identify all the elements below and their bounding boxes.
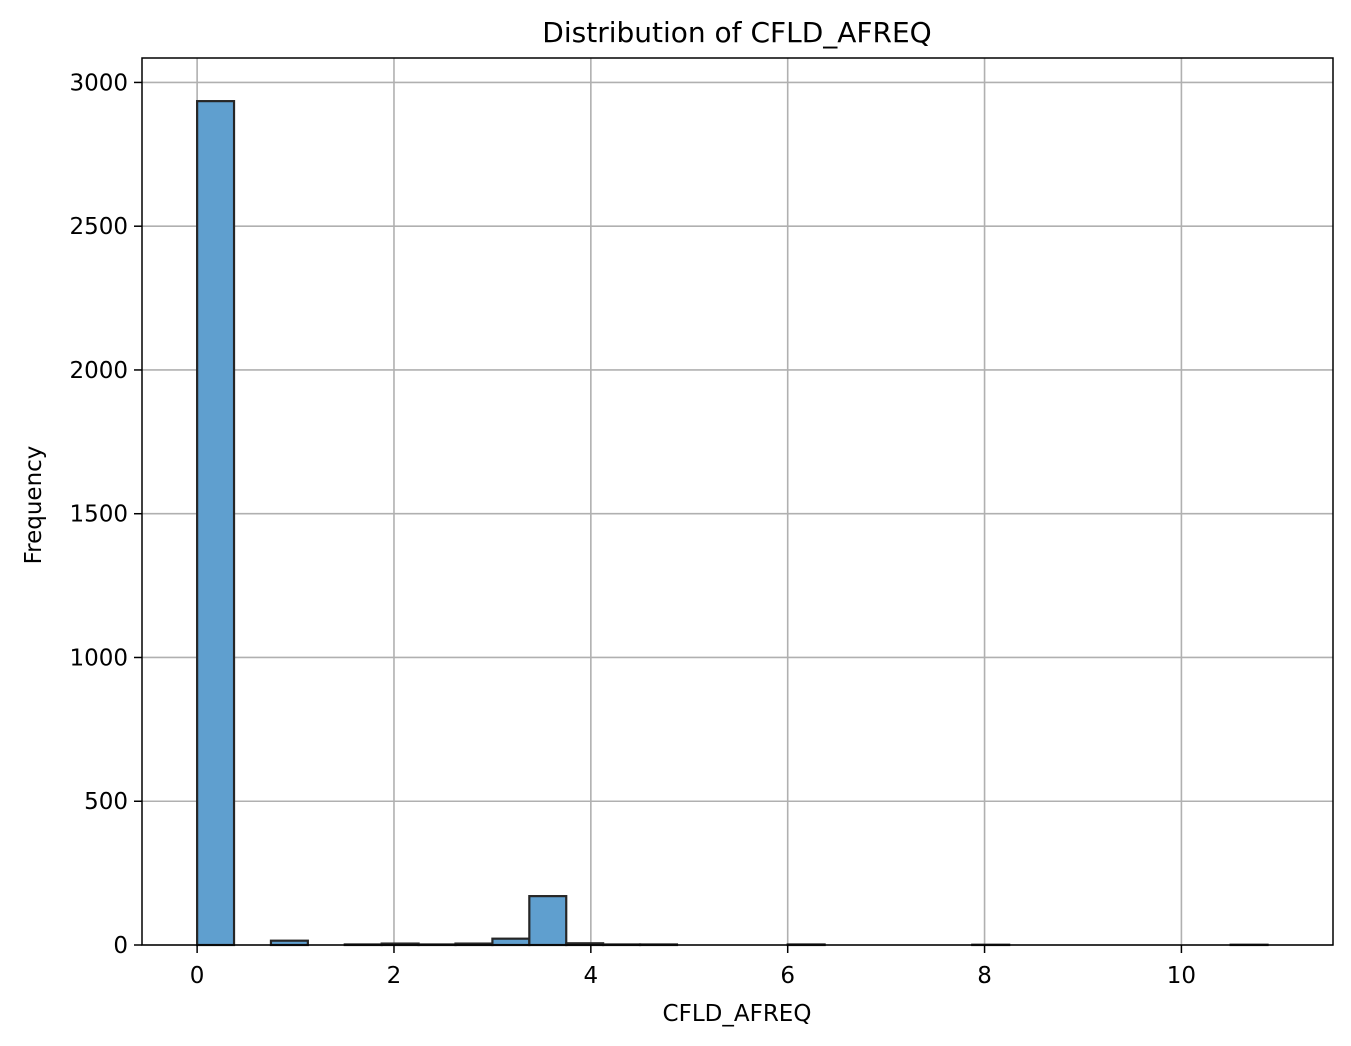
histogram-bars [196, 100, 1269, 947]
y-tick-label: 1000 [69, 645, 128, 671]
y-tick-label: 500 [84, 789, 128, 815]
histogram-bar [491, 937, 531, 947]
histogram-bar [196, 100, 236, 947]
grid-lines [142, 58, 1333, 946]
chart-title: Distribution of CFLD_AFREQ [542, 16, 931, 49]
y-tick-label: 0 [113, 933, 128, 959]
y-axis-ticks: 0 500 1000 1500 2000 2500 3000 [69, 70, 142, 959]
x-tick-label: 0 [190, 963, 205, 989]
y-axis-label: Frequency [21, 446, 47, 565]
y-tick-label: 2500 [69, 214, 128, 240]
y-tick-label: 2000 [69, 358, 128, 384]
x-axis-ticks: 0 2 4 6 8 10 [190, 945, 1196, 989]
x-tick-label: 2 [387, 963, 402, 989]
plot-frame [141, 57, 1334, 946]
histogram-bar [528, 895, 568, 947]
x-tick-label: 10 [1167, 963, 1196, 989]
x-tick-label: 4 [584, 963, 599, 989]
x-tick-label: 8 [977, 963, 992, 989]
y-tick-label: 1500 [69, 502, 128, 528]
x-axis-label: CFLD_AFREQ [663, 1001, 812, 1027]
x-tick-label: 6 [780, 963, 795, 989]
y-tick-label: 3000 [69, 70, 128, 96]
